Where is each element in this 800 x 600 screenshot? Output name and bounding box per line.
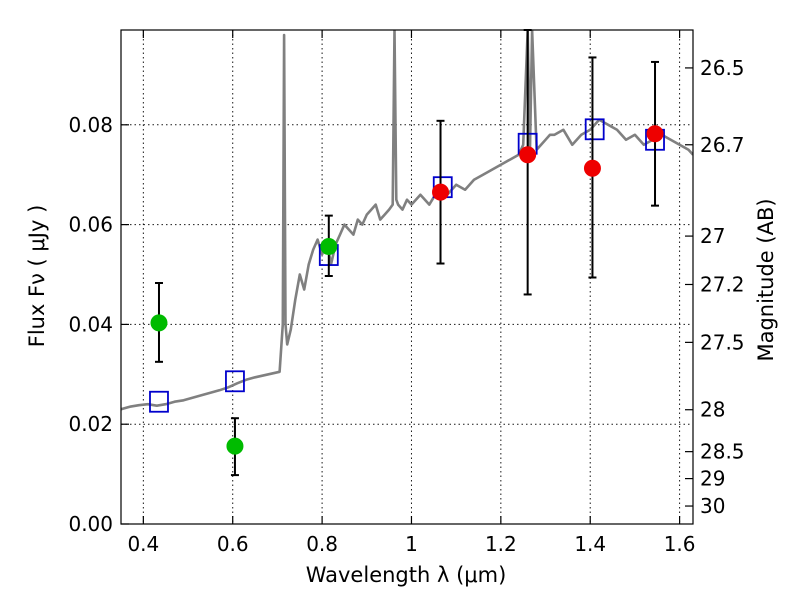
x-tick-label: 0.4	[127, 532, 159, 556]
right-tick-label: 27	[700, 224, 725, 248]
y-tick-label: 0.02	[68, 412, 113, 436]
model-photometry-square	[584, 118, 605, 141]
right-tick-label: 29	[700, 467, 725, 491]
observed-point	[583, 159, 601, 177]
right-tick-label: 26.5	[700, 56, 745, 80]
y-tick-label: 0.04	[68, 312, 113, 336]
model-spectrum-line	[121, 30, 693, 411]
right-tick-label: 27.5	[700, 330, 745, 354]
x-tick-label: 0.8	[306, 532, 338, 556]
x-axis-label: Wavelength λ (μm)	[306, 563, 507, 587]
observed-point	[519, 146, 537, 164]
model-photometry-square	[149, 390, 169, 413]
x-tick-label: 1.2	[485, 532, 517, 556]
x-tick-label: 0.6	[217, 532, 249, 556]
plot-frame	[120, 29, 694, 525]
grid	[121, 30, 693, 524]
observed-point	[432, 183, 450, 201]
y-tick-label: 0.08	[68, 113, 113, 137]
x-tick-label: 1	[405, 532, 418, 556]
observed-point	[320, 238, 338, 256]
right-tick-label: 28	[700, 398, 725, 422]
right-tick-label: 27.2	[700, 272, 745, 296]
observed-point	[646, 125, 664, 143]
right-tick-label: 30	[700, 494, 725, 518]
observed-point	[150, 314, 168, 332]
x-tick-label: 1.4	[574, 532, 606, 556]
y-tick-label: 0.00	[68, 512, 113, 536]
y-tick-label: 0.06	[68, 213, 113, 237]
spectrum-layer	[121, 30, 693, 411]
tick-labels: 0.4 0.6 0.8 1 1.2 1.4 1.6 0.00 0.02 0.04 0.06 0.08 2…	[68, 56, 744, 556]
observed-point	[226, 437, 244, 455]
axis-ticks	[121, 30, 693, 525]
y-axis-right-label: Magnitude (AB)	[754, 198, 778, 361]
observed-points-layer	[150, 125, 664, 455]
x-tick-label: 1.6	[664, 532, 696, 556]
error-bars-layer	[154, 29, 660, 477]
model-photometry-square	[225, 370, 245, 393]
y-axis-label: Flux Fν ( μJy )	[25, 205, 49, 348]
right-tick-label: 26.7	[700, 133, 745, 157]
right-tick-label: 28.5	[700, 440, 745, 464]
